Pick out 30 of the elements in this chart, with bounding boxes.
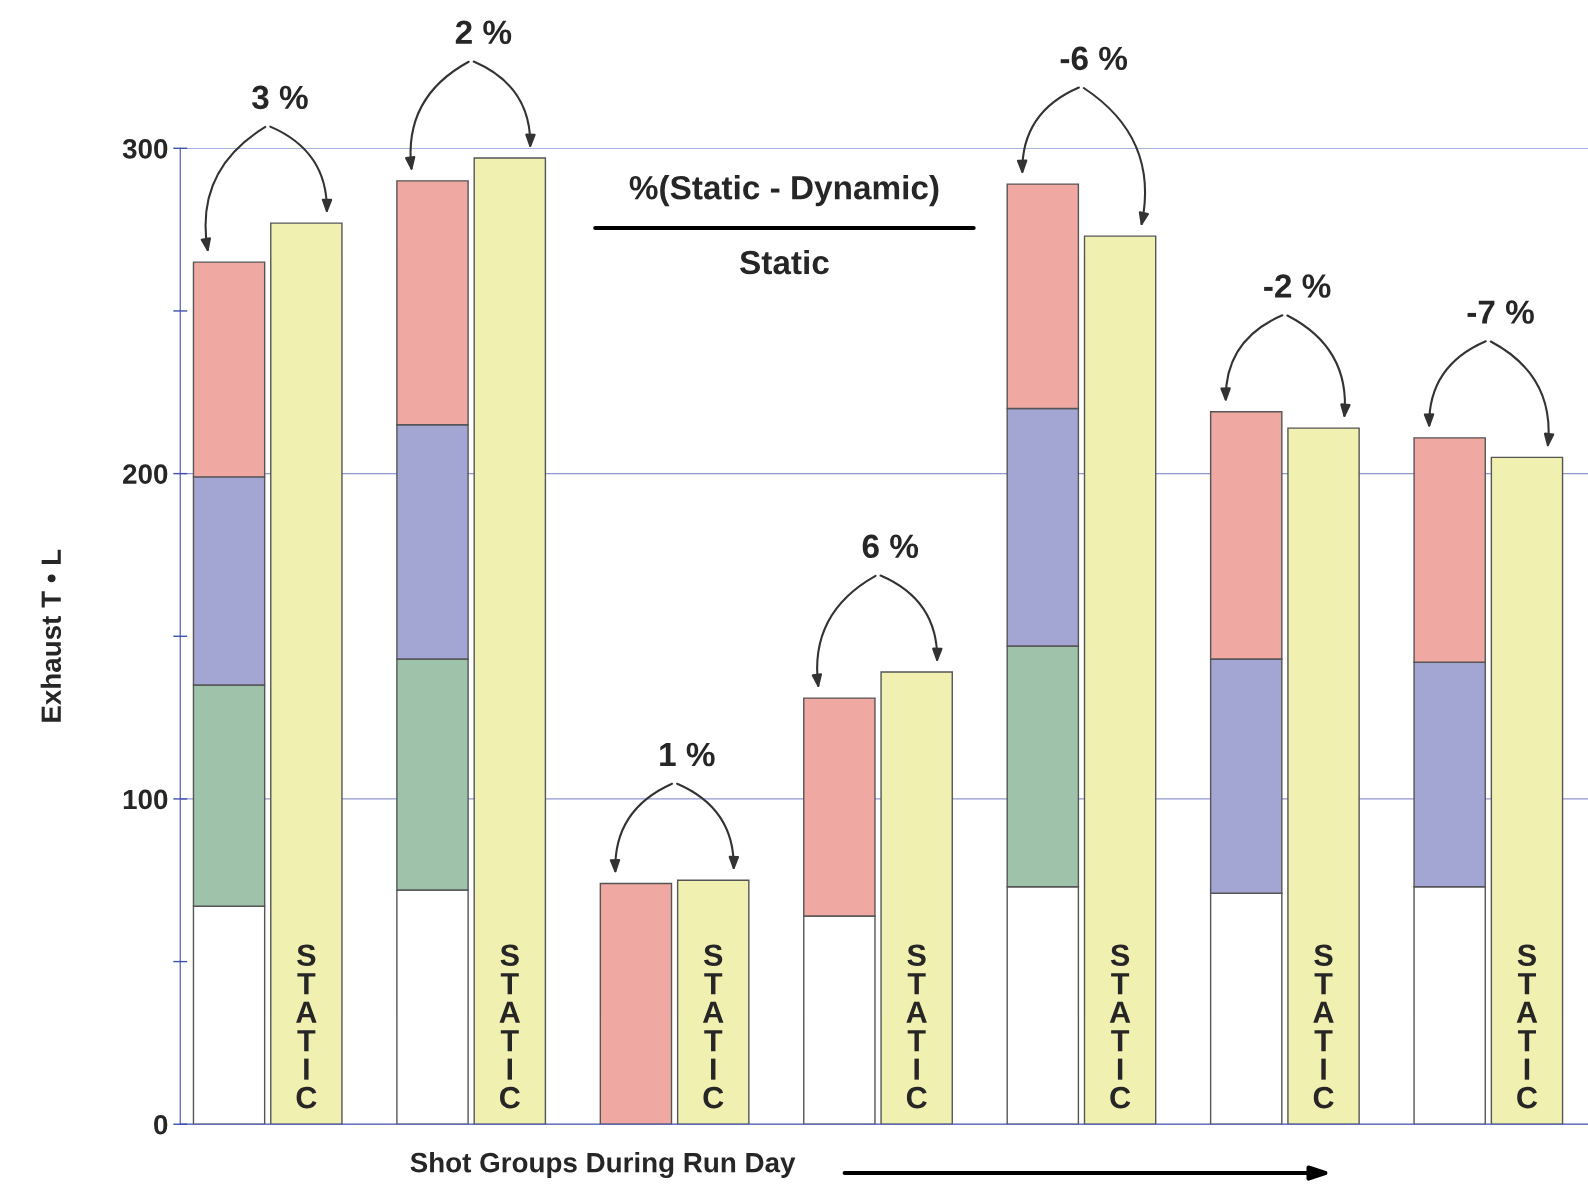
bar — [676, 879, 750, 1125]
bar — [1287, 427, 1360, 1125]
annotation: %(Static - Dynamic) — [629, 175, 939, 207]
data-label: STATIC — [1313, 944, 1334, 1109]
data-label: STATIC — [1109, 944, 1131, 1109]
bar — [880, 671, 953, 1125]
y-tick-label: 300 — [122, 138, 168, 159]
y-tick-label: 100 — [123, 789, 168, 810]
bar — [1490, 456, 1564, 1125]
annotation: -2 % — [1264, 274, 1331, 298]
x-axis-title: Shot Groups During Run Day — [410, 1152, 796, 1179]
data-label: STATIC — [702, 944, 724, 1109]
y-tick-label: 200 — [123, 464, 168, 484]
data-label: STATIC — [499, 944, 521, 1109]
text: 3 % — [251, 85, 308, 110]
annotation: Static — [740, 249, 829, 275]
data-label: STATIC — [296, 944, 317, 1109]
data-label: STATIC — [906, 944, 927, 1109]
bar — [270, 222, 343, 1125]
bar — [1083, 235, 1157, 1125]
y-axis-title: Exhaust T • L — [40, 549, 62, 722]
data-label: STATIC — [1516, 944, 1538, 1109]
bar — [599, 882, 673, 1125]
annotation: -7 % — [1467, 300, 1534, 324]
annotation: 1 % — [660, 742, 715, 767]
bar — [473, 157, 547, 1125]
text: 2 % — [455, 20, 512, 45]
y-tick-label: 0 — [154, 1114, 168, 1135]
text: -6 % — [1060, 46, 1128, 71]
annotation: 6 % — [862, 534, 919, 559]
